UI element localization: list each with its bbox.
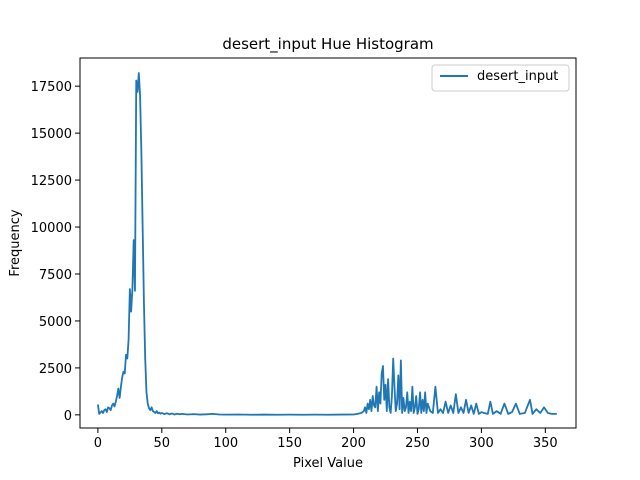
legend: desert_input xyxy=(431,64,570,92)
y-axis-label: Frequency xyxy=(8,209,23,276)
x-tick-label: 50 xyxy=(154,436,171,451)
x-tick-label: 350 xyxy=(533,436,558,451)
axes-frame xyxy=(79,57,577,429)
y-axis: 0 2500 5000 7500 10000 12500 15000 17500 xyxy=(31,80,80,424)
y-tick-label: 12500 xyxy=(31,174,72,189)
legend-label: desert_input xyxy=(477,69,558,84)
chart-title: desert_input Hue Histogram xyxy=(222,35,433,54)
y-tick-label: 5000 xyxy=(39,315,72,330)
x-tick-label: 300 xyxy=(469,436,494,451)
y-tick-label: 15000 xyxy=(31,127,72,142)
plot-area xyxy=(97,72,557,416)
x-tick-label: 150 xyxy=(277,436,302,451)
y-tick-label: 10000 xyxy=(31,221,72,236)
y-tick-label: 0 xyxy=(64,409,72,424)
x-axis: 0 50 100 150 200 250 300 350 xyxy=(94,428,558,451)
x-axis-label: Pixel Value xyxy=(293,456,363,471)
x-tick-label: 200 xyxy=(341,436,366,451)
x-tick-label: 0 xyxy=(94,436,102,451)
x-tick-label: 250 xyxy=(405,436,430,451)
y-tick-label: 7500 xyxy=(39,268,72,283)
x-tick-label: 100 xyxy=(213,436,238,451)
series-line-desert-input xyxy=(97,72,557,416)
y-tick-label: 17500 xyxy=(31,80,72,95)
legend-box xyxy=(431,64,570,92)
y-tick-label: 2500 xyxy=(39,362,72,377)
